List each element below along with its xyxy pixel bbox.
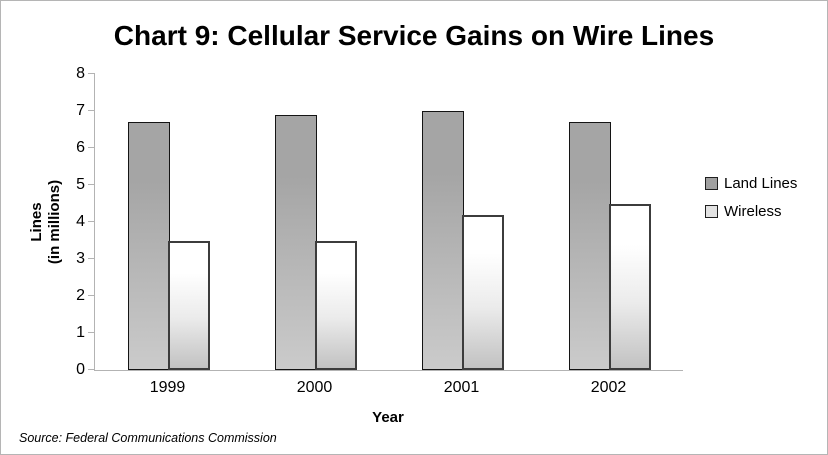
bars-area: [95, 74, 683, 370]
y-tick-label-7: 7: [76, 102, 85, 119]
legend-swatch-icon: [705, 205, 718, 218]
bar-group-2001: [389, 74, 536, 370]
y-tick-label-0: 0: [76, 361, 85, 378]
y-tick-label-3: 3: [76, 250, 85, 267]
legend-label: Wireless: [724, 203, 782, 220]
bar-land-lines-1999: [127, 122, 170, 370]
x-axis-title: Year: [372, 409, 404, 426]
y-tick-mark: [88, 332, 95, 333]
y-tick-label-6: 6: [76, 139, 85, 156]
y-tick-mark: [88, 110, 95, 111]
legend-item-land-lines: Land Lines: [705, 175, 797, 192]
y-tick-mark: [88, 147, 95, 148]
bar-group-2002: [536, 74, 683, 370]
source-note: Source: Federal Communications Commissio…: [19, 431, 277, 445]
bar-group-1999: [95, 74, 242, 370]
x-tick-label-2001: 2001: [443, 379, 480, 396]
bar-wireless-2001: [461, 214, 504, 370]
plot-area: 0 1 2 3 4 5 6 7 8: [76, 66, 683, 378]
legend: Land Lines Wireless: [705, 175, 797, 231]
chart-title: Chart 9: Cellular Service Gains on Wire …: [113, 20, 715, 51]
y-tick-mark: [88, 369, 95, 370]
y-tick-label-1: 1: [76, 324, 85, 341]
x-tick-label-2000: 2000: [296, 379, 333, 396]
bar-wireless-1999: [167, 240, 210, 370]
y-tick-label-4: 4: [76, 213, 85, 230]
y-tick-mark: [88, 73, 95, 74]
y-tick-mark: [88, 258, 95, 259]
bar-land-lines-2001: [421, 111, 464, 370]
bar-wireless-2002: [608, 203, 651, 370]
bar-land-lines-2000: [274, 114, 317, 370]
x-tick-label-1999: 1999: [149, 379, 186, 396]
bar-land-lines-2002: [568, 122, 611, 370]
legend-item-wireless: Wireless: [705, 203, 797, 220]
x-axis-labels: 1999 2000 2001 2002: [94, 379, 682, 397]
y-tick-label-2: 2: [76, 287, 85, 304]
y-tick-mark: [88, 221, 95, 222]
y-tick-label-8: 8: [76, 65, 85, 82]
bar-wireless-2000: [314, 240, 357, 370]
legend-swatch-icon: [705, 177, 718, 190]
y-tick-mark: [88, 184, 95, 185]
y-tick-label-5: 5: [76, 176, 85, 193]
bar-group-2000: [242, 74, 389, 370]
legend-label: Land Lines: [724, 175, 798, 192]
x-tick-label-2002: 2002: [590, 379, 627, 396]
y-tick-mark: [88, 295, 95, 296]
y-axis-title-line1: Lines: [28, 202, 45, 242]
